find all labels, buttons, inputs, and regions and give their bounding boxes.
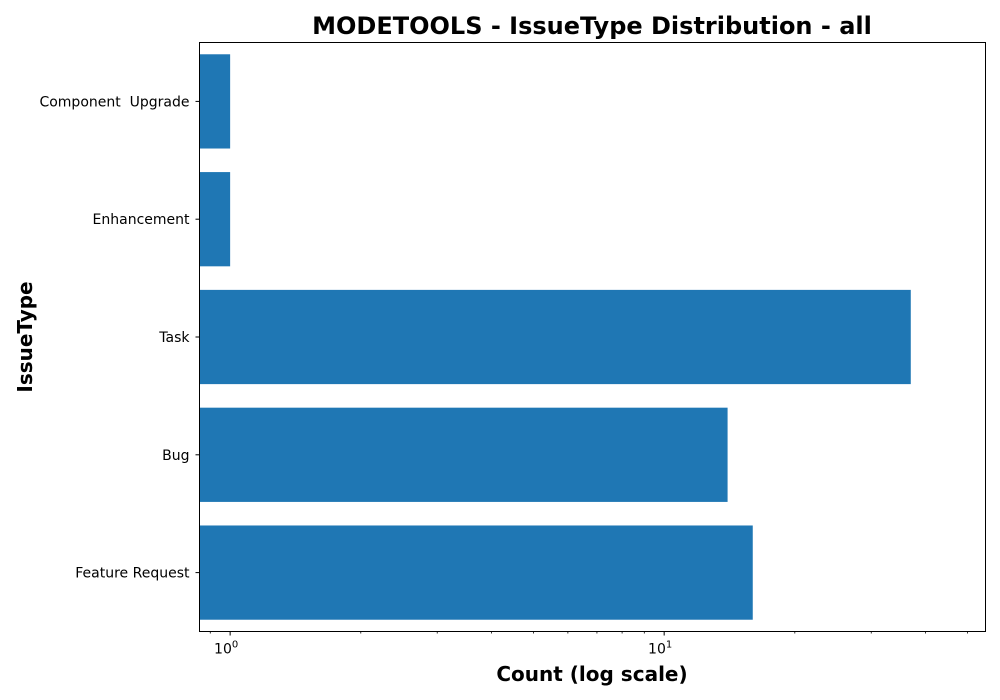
x-axis-label: Count (log scale) xyxy=(496,662,687,686)
x-tick-label: 101 xyxy=(648,640,672,658)
y-tick-label: Enhancement xyxy=(93,212,190,228)
chart-title: MODETOOLS - IssueType Distribution - all xyxy=(312,12,872,40)
y-ticks-group: Component Upgrade Enhancement Task Bug Featu… xyxy=(39,94,200,582)
y-tick-label: Feature Request xyxy=(75,566,190,582)
y-axis-label: IssueType xyxy=(13,281,37,392)
bars-group xyxy=(199,54,911,620)
bar-enhancement xyxy=(199,172,231,267)
x-ticks-group: 100 101 xyxy=(209,631,968,658)
y-tick-label: Bug xyxy=(162,448,189,464)
bar-bug xyxy=(199,407,728,502)
bar-feature-request xyxy=(199,525,753,620)
bar-task xyxy=(199,289,911,385)
bar-component-upgrade xyxy=(199,54,231,149)
y-tick-label: Component Upgrade xyxy=(39,94,189,110)
x-tick-label: 100 xyxy=(214,640,238,658)
y-tick-label: Task xyxy=(158,330,190,346)
